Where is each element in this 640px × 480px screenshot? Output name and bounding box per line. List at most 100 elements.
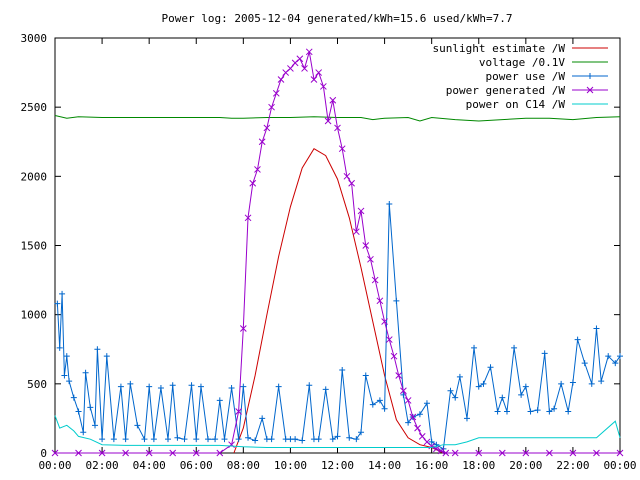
data-point bbox=[593, 449, 600, 457]
series-line bbox=[54, 415, 621, 448]
x-tick-label: 20:00 bbox=[509, 459, 542, 472]
data-point bbox=[181, 436, 188, 443]
data-point bbox=[259, 415, 266, 422]
data-point bbox=[428, 442, 436, 450]
data-point bbox=[358, 429, 365, 436]
data-point bbox=[51, 449, 59, 457]
data-point bbox=[87, 404, 94, 411]
data-point bbox=[92, 422, 99, 429]
data-point bbox=[504, 408, 510, 415]
data-point bbox=[221, 436, 228, 443]
data-point bbox=[423, 400, 430, 407]
data-point bbox=[463, 415, 470, 422]
data-point bbox=[296, 55, 304, 63]
x-axis: 00:00 02:00 04:00 06:00 08:00 10:00 12:00 14:00… bbox=[38, 38, 637, 472]
data-point bbox=[244, 214, 252, 222]
x-tick-label: 18:00 bbox=[462, 459, 495, 472]
data-point bbox=[494, 408, 501, 415]
data-point bbox=[499, 394, 506, 401]
series-2 bbox=[54, 201, 623, 452]
data-point bbox=[416, 411, 423, 418]
data-point bbox=[451, 449, 459, 457]
data-point bbox=[612, 360, 619, 367]
data-point bbox=[197, 383, 204, 390]
data-point bbox=[593, 325, 600, 332]
series-4 bbox=[54, 415, 621, 448]
data-point bbox=[54, 300, 61, 307]
data-point bbox=[193, 436, 200, 443]
data-point bbox=[598, 378, 605, 385]
data-point bbox=[268, 103, 275, 111]
data-point bbox=[320, 83, 327, 90]
data-point bbox=[235, 408, 242, 415]
data-point bbox=[405, 419, 412, 426]
data-point bbox=[414, 424, 421, 432]
data-point bbox=[348, 179, 355, 187]
legend-marker bbox=[586, 86, 594, 94]
data-point bbox=[386, 201, 393, 207]
data-point bbox=[94, 346, 101, 353]
data-point bbox=[134, 422, 141, 429]
data-point bbox=[80, 429, 87, 436]
y-tick-label: 1000 bbox=[21, 309, 48, 322]
legend-label: power use /W bbox=[486, 70, 566, 83]
series-line bbox=[55, 51, 620, 454]
data-point bbox=[122, 449, 129, 457]
y-axis: 0 500 1000 1500 2000 2500 3000 bbox=[21, 32, 620, 460]
data-point bbox=[334, 124, 341, 132]
data-point bbox=[480, 380, 487, 387]
data-point bbox=[240, 383, 247, 390]
data-point bbox=[306, 382, 313, 389]
data-point bbox=[239, 325, 247, 332]
data-point bbox=[362, 372, 369, 379]
series-line bbox=[56, 203, 621, 450]
data-point bbox=[216, 397, 223, 404]
data-point bbox=[390, 352, 398, 360]
data-point bbox=[511, 344, 518, 351]
series-layer bbox=[51, 48, 624, 457]
data-point bbox=[277, 76, 285, 83]
data-point bbox=[315, 436, 322, 443]
data-point bbox=[400, 387, 407, 395]
data-point bbox=[252, 437, 259, 444]
data-point bbox=[169, 382, 176, 389]
data-point bbox=[605, 353, 612, 360]
data-point bbox=[367, 255, 374, 263]
data-point bbox=[165, 436, 171, 443]
data-point bbox=[301, 65, 308, 72]
series-line bbox=[54, 115, 621, 122]
data-point bbox=[254, 166, 261, 173]
data-point bbox=[258, 138, 266, 146]
data-point bbox=[99, 436, 106, 443]
data-point bbox=[75, 449, 82, 457]
data-point bbox=[169, 449, 177, 457]
data-point bbox=[518, 391, 525, 398]
data-point bbox=[56, 344, 63, 351]
data-point bbox=[61, 372, 68, 379]
data-point bbox=[369, 401, 376, 408]
data-point bbox=[617, 353, 623, 360]
data-point bbox=[245, 434, 252, 441]
legend-label: power generated /W bbox=[446, 84, 566, 97]
data-point bbox=[82, 369, 89, 376]
data-point bbox=[188, 382, 195, 389]
data-point bbox=[381, 405, 388, 412]
x-tick-label: 14:00 bbox=[368, 459, 401, 472]
data-point bbox=[418, 433, 426, 440]
y-tick-label: 500 bbox=[27, 378, 47, 391]
data-point bbox=[263, 124, 271, 132]
data-point bbox=[329, 436, 336, 443]
data-point bbox=[546, 408, 553, 415]
data-point bbox=[475, 449, 483, 457]
legend-label: power on C14 /W bbox=[466, 98, 566, 111]
legend-marker bbox=[587, 73, 593, 79]
x-tick-label: 22:00 bbox=[556, 459, 589, 472]
data-point bbox=[409, 413, 417, 421]
data-point bbox=[98, 449, 106, 457]
data-point bbox=[393, 297, 400, 304]
data-point bbox=[338, 145, 346, 153]
data-point bbox=[343, 172, 351, 180]
legend-label: voltage /0.1V bbox=[479, 56, 565, 69]
